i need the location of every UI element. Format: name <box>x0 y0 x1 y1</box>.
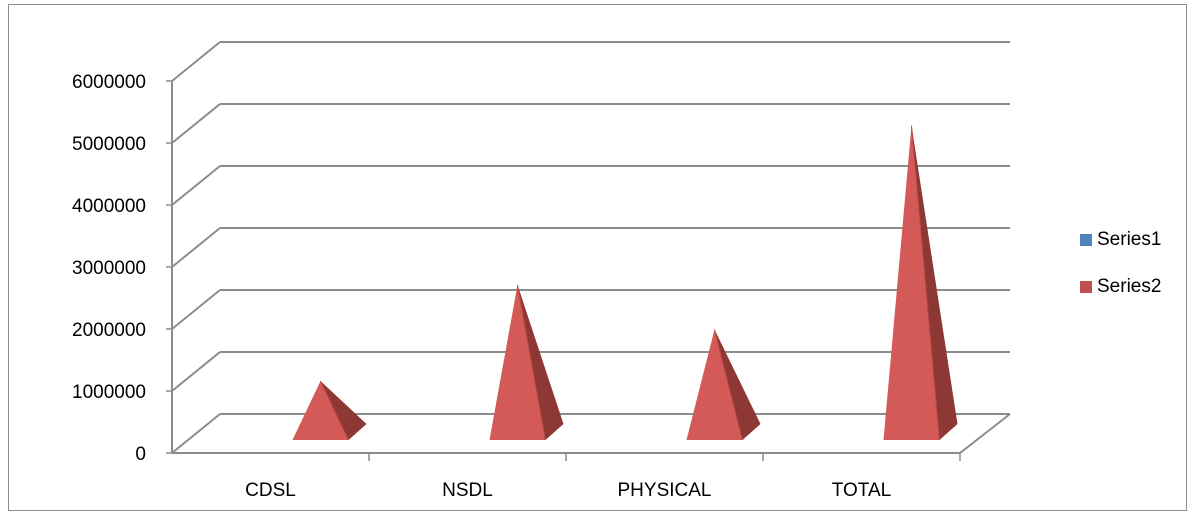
y-tick-label: 5000000 <box>72 134 146 155</box>
y-tick-label: 1000000 <box>72 382 146 403</box>
x-tick-labels: CDSL NSDL PHYSICAL TOTAL <box>245 480 891 501</box>
y-tick-label: 2000000 <box>72 320 146 341</box>
side-gridline <box>171 227 221 268</box>
y-tick-label: 6000000 <box>72 72 146 93</box>
y-tick-label: 4000000 <box>72 196 146 217</box>
axes <box>166 80 961 461</box>
side-gridline <box>171 103 221 144</box>
pyramid-front-face <box>489 284 546 440</box>
pyramid-side-face <box>714 329 761 440</box>
side-gridline <box>171 289 221 330</box>
pyramid-front-face <box>883 125 940 440</box>
pyramid-front-face <box>686 329 743 440</box>
gridlines <box>171 41 1011 454</box>
pyramid-edge <box>911 125 940 441</box>
pyramid-side-face <box>911 125 958 440</box>
x-tick-label: CDSL <box>245 480 296 501</box>
x-tick-label: NSDL <box>442 480 493 501</box>
legend-item-series2: Series2 <box>1080 275 1180 299</box>
pyramid-nsdl <box>489 284 564 441</box>
pyramid-total <box>883 125 958 441</box>
floor-right-edge <box>959 413 1011 454</box>
legend-swatch-series2 <box>1080 281 1092 293</box>
pyramid-cdsl <box>292 380 367 441</box>
side-gridline <box>171 41 221 82</box>
y-tick-label: 3000000 <box>72 258 146 279</box>
pyramid-edge <box>320 380 349 441</box>
legend-swatch-series1 <box>1080 234 1092 246</box>
legend: Series1 Series2 <box>1080 228 1180 322</box>
legend-label-series2: Series2 <box>1097 276 1162 297</box>
pyramid-front-face <box>292 381 349 440</box>
y-tick-label: 0 <box>135 444 146 465</box>
x-tick-label: PHYSICAL <box>618 480 712 501</box>
pyramid-side-face <box>320 381 367 440</box>
legend-item-series1: Series1 <box>1080 228 1180 252</box>
pyramid-side-face <box>517 284 564 440</box>
pyramid-marks <box>292 125 958 441</box>
pyramid-edge <box>714 329 743 441</box>
legend-label-series1: Series1 <box>1097 229 1162 250</box>
side-gridline <box>171 413 221 454</box>
side-gridline <box>171 165 221 206</box>
x-tick-label: TOTAL <box>832 480 891 501</box>
y-tick-labels: 0 1000000 2000000 3000000 4000000 5000000 6000… <box>72 72 146 465</box>
pyramid-physical <box>686 329 761 441</box>
side-gridline <box>171 351 221 392</box>
pyramid-edge <box>517 284 546 441</box>
